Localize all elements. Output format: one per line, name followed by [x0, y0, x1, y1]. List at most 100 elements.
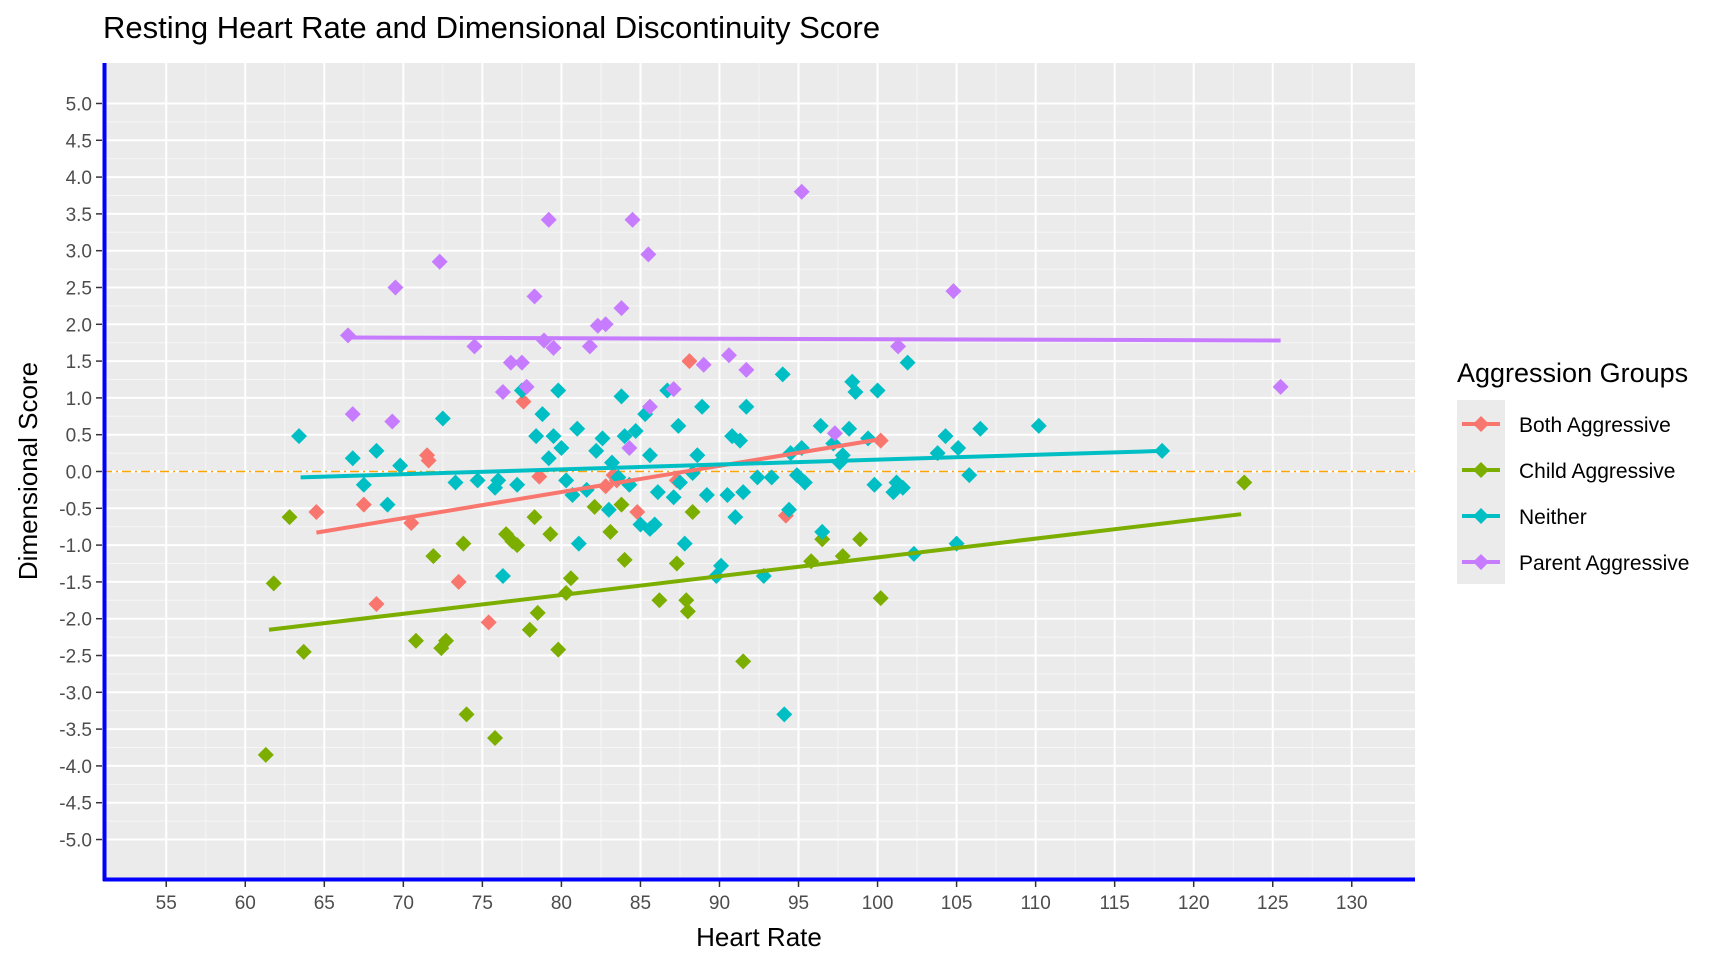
data-point [368, 595, 385, 612]
data-point [826, 425, 843, 442]
axis-ticks: 55 60 65 70 75 80 85 90 95 100 105 110 115 120 125 130 5… [59, 94, 1367, 914]
y-tick-label: -2.5 [59, 647, 92, 668]
x-tick-label: 100 [862, 893, 894, 914]
data-point [558, 472, 575, 489]
data-point [869, 382, 886, 399]
data-point [569, 420, 586, 437]
data-point [684, 503, 701, 520]
data-point [781, 501, 798, 518]
data-point [678, 592, 695, 609]
data-point [509, 537, 526, 554]
data-point [515, 393, 532, 410]
data-point [540, 450, 557, 467]
data-point [502, 354, 519, 371]
data-point [668, 555, 685, 572]
data-point [494, 384, 511, 401]
trend-line [348, 335, 1281, 343]
data-point [450, 573, 467, 590]
legend-label: Both Aggressive [1519, 414, 1671, 437]
data-point [735, 484, 752, 501]
data-point [899, 354, 916, 371]
x-tick-label: 80 [551, 893, 572, 914]
data-point [972, 420, 989, 437]
data-point [749, 469, 766, 486]
y-tick-label: 3.0 [66, 242, 92, 263]
data-point [649, 484, 666, 501]
data-point [384, 413, 401, 430]
y-tick-label: 3.5 [66, 205, 92, 226]
data-point [545, 428, 562, 445]
data-point [950, 439, 967, 456]
data-point [694, 398, 711, 415]
data-point [438, 632, 455, 649]
data-point [621, 439, 638, 456]
data-point [295, 643, 312, 660]
data-point [671, 474, 688, 491]
data-point [627, 423, 644, 440]
y-tick-label: 4.0 [66, 168, 92, 189]
data-point [355, 496, 372, 513]
data-point [281, 509, 298, 526]
y-tick-label: -4.0 [59, 757, 92, 778]
legend-key-diamond [1473, 508, 1489, 524]
data-point [937, 428, 954, 445]
data-point [613, 496, 630, 513]
data-point [793, 183, 810, 200]
data-point [308, 503, 325, 520]
data-point [763, 469, 780, 486]
data-point [738, 361, 755, 378]
y-tick-label: 2.0 [66, 315, 92, 336]
x-tick-label: 65 [314, 893, 335, 914]
y-tick-label: -1.5 [59, 573, 92, 594]
data-point [613, 300, 630, 317]
legend-label: Parent Aggressive [1519, 552, 1689, 575]
data-point [487, 729, 504, 746]
x-tick-label: 55 [156, 893, 177, 914]
data-point [670, 417, 687, 434]
data-point [872, 590, 889, 607]
y-tick-label: -3.0 [59, 683, 92, 704]
data-point [455, 535, 472, 552]
data-point [531, 468, 548, 485]
data-point [553, 439, 570, 456]
data-point [529, 604, 546, 621]
data-point [586, 498, 603, 515]
data-point [894, 479, 911, 496]
data-point [676, 535, 693, 552]
x-tick-label: 95 [788, 893, 809, 914]
x-tick-label: 110 [1020, 893, 1050, 914]
data-point [469, 472, 486, 489]
data-point [641, 447, 658, 464]
data-point [420, 452, 437, 469]
x-tick-label: 60 [235, 893, 256, 914]
data-point [847, 384, 864, 401]
x-tick-label: 75 [472, 893, 493, 914]
legend-title: Aggression Groups [1457, 358, 1688, 388]
y-tick-label: 1.0 [66, 389, 92, 410]
data-point [774, 366, 791, 383]
x-tick-label: 70 [393, 893, 414, 914]
y-tick-label: -0.5 [59, 499, 92, 520]
x-tick-label: 125 [1257, 893, 1289, 914]
data-point [616, 551, 633, 568]
data-point [812, 417, 829, 434]
data-point [265, 575, 282, 592]
y-tick-label: 2.5 [66, 278, 92, 299]
data-point [738, 398, 755, 415]
y-tick-label: 1.5 [66, 352, 92, 373]
y-tick-label: -1.0 [59, 536, 92, 557]
data-point [431, 253, 448, 270]
data-point [550, 382, 567, 399]
y-tick-label: 5.0 [66, 94, 92, 115]
data-point [613, 388, 630, 405]
data-point [841, 420, 858, 437]
y-tick-label: -4.5 [59, 794, 92, 815]
data-point [562, 570, 579, 587]
data-point [570, 535, 587, 552]
data-point [597, 316, 614, 333]
x-tick-label: 90 [709, 893, 730, 914]
data-point [719, 487, 736, 504]
data-point [866, 476, 883, 493]
y-tick-label: 0.5 [66, 426, 92, 447]
